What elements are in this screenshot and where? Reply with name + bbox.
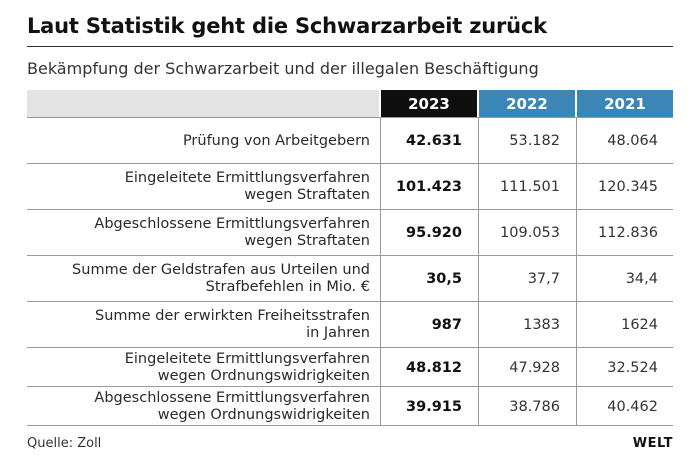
value-2022: 38.786	[509, 398, 560, 415]
row-prison-sentences: Summe der erwirkten Freiheitsstrafen in J…	[27, 301, 673, 348]
row-label-line: wegen Straftaten	[244, 233, 370, 249]
column-divider	[380, 117, 381, 425]
row-administrative-proceedings-concluded: Abgeschlossene Ermittlungsverfahren wegen…	[27, 386, 673, 426]
title-divider	[27, 46, 673, 47]
chart-subtitle: Bekämpfung der Schwarzarbeit und der ill…	[27, 59, 539, 78]
value-2021: 48.064	[607, 133, 658, 149]
row-label-line: Eingeleitete Ermittlungsverfahren	[124, 350, 370, 367]
value-2022: 53.182	[509, 133, 560, 149]
column-header-2022: 2022	[479, 90, 575, 117]
row-label: Abgeschlossene Ermittlungsverfahren wegen…	[27, 210, 370, 256]
welt-logo: WELT	[632, 436, 673, 451]
row-label-line: Summe der Geldstrafen aus Urteilen und	[72, 262, 370, 278]
value-2023: 30,5	[426, 271, 462, 287]
table-header-band	[27, 90, 379, 117]
row-label-line: Abgeschlossene Ermittlungsverfahren	[94, 216, 370, 232]
value-2021: 1624	[621, 317, 658, 333]
column-divider	[576, 117, 577, 425]
value-2023: 48.812	[406, 359, 462, 376]
row-label-line: Eingeleitete Ermittlungsverfahren	[124, 170, 370, 186]
row-administrative-proceedings-initiated: Eingeleitete Ermittlungsverfahren wegen O…	[27, 347, 673, 387]
column-header-2023: 2023	[381, 90, 477, 117]
value-2022: 109.053	[500, 225, 560, 241]
value-2023: 987	[431, 317, 462, 333]
row-label-line: Prüfung von Arbeitgebern	[182, 132, 370, 149]
row-label-line: wegen Straftaten	[244, 187, 370, 203]
value-2022: 1383	[523, 317, 560, 333]
value-2021: 40.462	[607, 398, 658, 415]
value-2023: 101.423	[395, 179, 462, 195]
row-label: Eingeleitete Ermittlungsverfahren wegen O…	[27, 348, 370, 387]
row-label-line: Strafbefehlen in Mio. €	[205, 279, 370, 295]
value-2022: 37,7	[527, 271, 560, 287]
row-label-line: wegen Ordnungswidrigkeiten	[157, 367, 370, 384]
value-2022: 111.501	[500, 179, 560, 195]
row-employer-checks: Prüfung von Arbeitgebern 42.631 53.182 48.0…	[27, 117, 673, 164]
row-label: Summe der Geldstrafen aus Urteilen und St…	[27, 256, 370, 302]
row-criminal-proceedings-concluded: Abgeschlossene Ermittlungsverfahren wegen…	[27, 209, 673, 256]
value-2021: 112.836	[598, 225, 658, 241]
table-bottom-rule	[27, 425, 673, 426]
column-divider	[478, 117, 479, 425]
row-criminal-proceedings-initiated: Eingeleitete Ermittlungsverfahren wegen S…	[27, 163, 673, 210]
row-label: Abgeschlossene Ermittlungsverfahren wegen…	[27, 387, 370, 426]
row-label: Summe der erwirkten Freiheitsstrafen in J…	[27, 302, 370, 348]
row-label-line: in Jahren	[306, 325, 370, 341]
value-2021: 32.524	[607, 359, 658, 376]
value-2022: 47.928	[509, 359, 560, 376]
source-note: Quelle: Zoll	[27, 436, 102, 451]
value-2021: 34,4	[625, 271, 658, 287]
value-2023: 42.631	[406, 133, 462, 149]
value-2023: 95.920	[406, 225, 462, 241]
value-2023: 39.915	[406, 398, 462, 415]
row-label-line: Abgeschlossene Ermittlungsverfahren	[94, 389, 370, 406]
row-label: Prüfung von Arbeitgebern	[27, 118, 370, 164]
row-label-line: wegen Ordnungswidrigkeiten	[157, 406, 370, 423]
row-fines-total: Summe der Geldstrafen aus Urteilen und St…	[27, 255, 673, 302]
chart-title: Laut Statistik geht die Schwarzarbeit zu…	[27, 14, 547, 38]
value-2021: 120.345	[598, 179, 658, 195]
row-label: Eingeleitete Ermittlungsverfahren wegen S…	[27, 164, 370, 210]
row-label-line: Summe der erwirkten Freiheitsstrafen	[95, 308, 370, 324]
column-header-2021: 2021	[577, 90, 673, 117]
